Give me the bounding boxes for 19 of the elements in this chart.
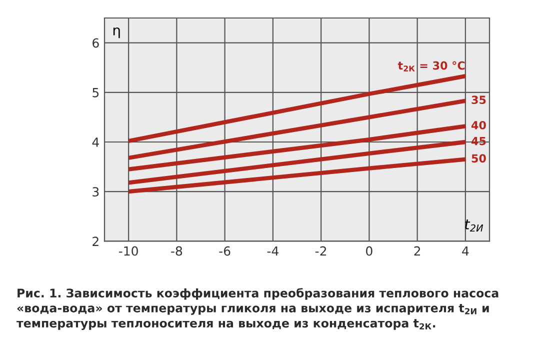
y-tick-label: 6 [92, 38, 99, 48]
x-tick-label: 0 [366, 246, 372, 256]
y-tick-label: 5 [92, 88, 99, 98]
series-label: 35 [472, 96, 486, 104]
y-tick-label: 2 [92, 236, 98, 246]
y-tick-label: 3 [92, 187, 99, 197]
x-tick-label: -2 [315, 246, 326, 256]
series-label: 50 [472, 154, 486, 163]
text: Рис. 1. Зависимость коэффициента преобразования теплового насоса «вода-вода» от температуры гликоля на выходе из испарителя t$_{2И}$ и температуры теплоносителя на выходе из конденсатора t$_{2К}$. [16, 288, 498, 330]
x-tick-label: 4 [462, 246, 469, 256]
series-label: t$_{2К}$ = 30 °C [398, 61, 465, 72]
x-tick-label: 2 [414, 246, 420, 256]
x-tick-label: -4 [267, 246, 278, 256]
x-tick-label: -8 [171, 246, 182, 256]
x-tick-label: -10 [118, 246, 138, 256]
y-axis-title: η [113, 27, 120, 38]
y-tick-label: 4 [92, 138, 99, 147]
x-tick-label: -6 [219, 246, 230, 256]
series-label: 40 [471, 120, 486, 130]
